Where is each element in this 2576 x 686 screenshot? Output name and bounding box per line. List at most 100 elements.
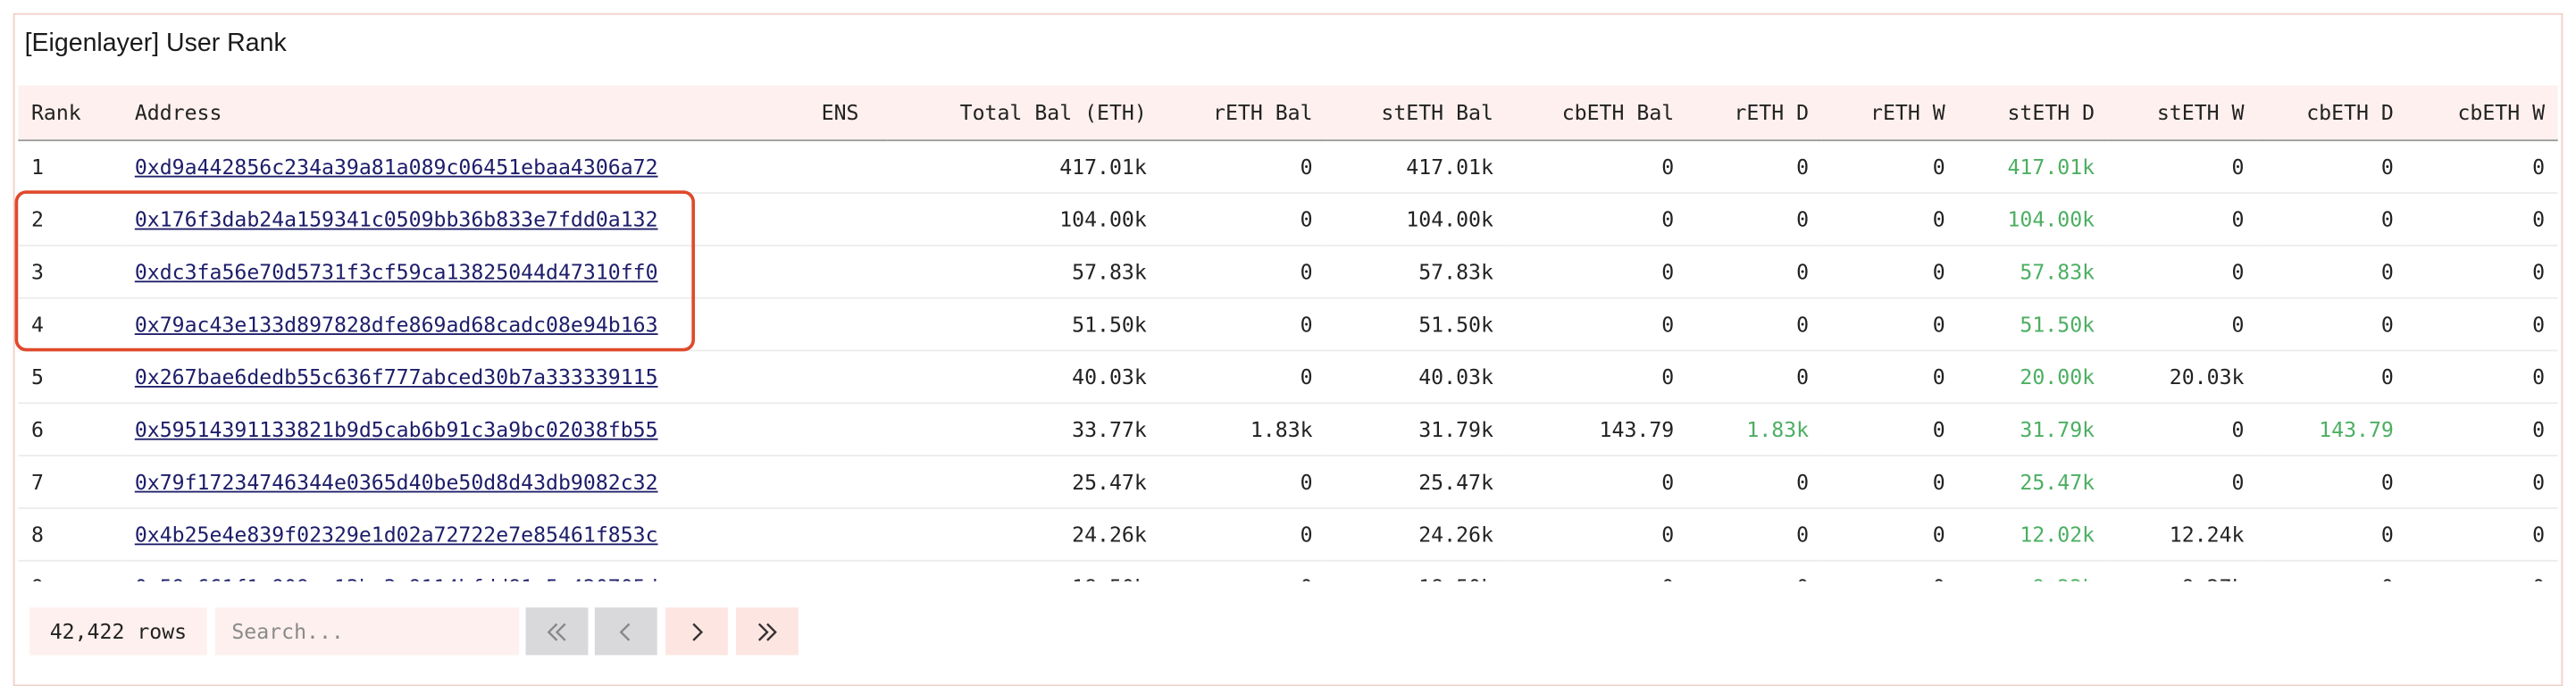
card-title: [Eigenlayer] User Rank bbox=[24, 29, 287, 58]
cell: 18.50k bbox=[887, 560, 1160, 581]
table-row: 8 0x4b25e4e839f02329e1d02a72722e7e85461f8… bbox=[18, 507, 2558, 562]
cell: 104.00k bbox=[1326, 192, 1507, 247]
table-row: 7 0x79f17234746344e0365d40be50d8d43db9082… bbox=[18, 456, 2558, 509]
address-link[interactable]: 0x176f3dab24a159341c0509bb36b833e7fdd0a1… bbox=[134, 206, 658, 232]
column-header: stETH D bbox=[1958, 85, 2108, 142]
column-header: cbETH D bbox=[2257, 85, 2407, 142]
highlight-box bbox=[14, 190, 696, 352]
cell: 7 bbox=[18, 456, 122, 509]
cell: 40.03k bbox=[887, 350, 1160, 405]
cell: 9.23k bbox=[1958, 560, 2108, 581]
next-page-button[interactable] bbox=[665, 607, 728, 656]
table-row: 9 0x59a661f1c909ca13ba3e9114bfdd81e5a4207… bbox=[18, 560, 2558, 581]
cell: 0 bbox=[1686, 192, 1822, 247]
prev-page-button[interactable] bbox=[594, 607, 657, 656]
cell: 0x59514391133821b9d5cab6b91c3a9bc02038fb… bbox=[121, 403, 808, 457]
cell: 0 bbox=[1821, 456, 1959, 509]
cell bbox=[807, 140, 888, 194]
cell bbox=[807, 456, 888, 509]
cell: 0 bbox=[1506, 140, 1687, 194]
table-row: 6 0x59514391133821b9d5cab6b91c3a9bc02038f… bbox=[18, 403, 2558, 457]
cell: 0 bbox=[1821, 350, 1959, 405]
cell: 0 bbox=[2257, 245, 2407, 299]
cell: 104.00k bbox=[1958, 192, 2108, 247]
cell: 0 bbox=[1506, 560, 1687, 581]
cell: 57.83k bbox=[1958, 245, 2108, 299]
address-link[interactable]: 0xdc3fa56e70d5731f3cf59ca13825044d47310f… bbox=[134, 259, 658, 285]
column-header: cbETH Bal bbox=[1506, 85, 1687, 142]
column-header: stETH Bal bbox=[1326, 85, 1507, 142]
cell: 417.01k bbox=[1958, 140, 2108, 194]
cell: 1.83k bbox=[1159, 403, 1326, 457]
cell: 12.02k bbox=[1958, 507, 2108, 562]
table-row: 2 0x176f3dab24a159341c0509bb36b833e7fdd0a… bbox=[18, 192, 2558, 247]
cell: 0 bbox=[1686, 560, 1822, 581]
column-header: rETH Bal bbox=[1159, 85, 1326, 142]
cell: 0 bbox=[1686, 507, 1822, 562]
cell: 1.83k bbox=[1686, 403, 1822, 457]
cell: 0x59a661f1c909ca13ba3e9114bfdd81e5a42070… bbox=[121, 560, 808, 581]
cell: 0 bbox=[2406, 245, 2558, 299]
cell bbox=[807, 245, 888, 299]
cell: 0 bbox=[1821, 140, 1959, 194]
cell: 20.03k bbox=[2107, 350, 2258, 405]
cell: 3 bbox=[18, 245, 122, 299]
cell: 0 bbox=[2107, 245, 2258, 299]
table-viewport: Rank Address ENS Total Bal (ETH) rETH Bal stE… bbox=[18, 85, 2558, 581]
cell: 25.47k bbox=[887, 456, 1160, 509]
cell: 12.24k bbox=[2107, 507, 2258, 562]
cell bbox=[807, 507, 888, 562]
cell: 0 bbox=[1686, 140, 1822, 194]
address-link[interactable]: 0xd9a442856c234a39a81a089c06451ebaa4306a… bbox=[134, 154, 658, 180]
cell: 9.27k bbox=[2107, 560, 2258, 581]
cell: 0 bbox=[2107, 403, 2258, 457]
cell: 0xd9a442856c234a39a81a089c06451ebaa4306a… bbox=[121, 140, 808, 194]
header-row: Rank Address ENS Total Bal (ETH) rETH Bal stE… bbox=[18, 85, 2558, 142]
cell: 0 bbox=[1159, 350, 1326, 405]
cell: 143.79 bbox=[2257, 403, 2407, 457]
cell: 33.77k bbox=[887, 403, 1160, 457]
cell: 0 bbox=[1821, 192, 1959, 247]
cell: 9 bbox=[18, 560, 122, 581]
address-link[interactable]: 0x59514391133821b9d5cab6b91c3a9bc02038fb… bbox=[134, 416, 658, 442]
last-page-button[interactable] bbox=[736, 607, 799, 656]
cell: 0 bbox=[1506, 192, 1687, 247]
table-row: 1 0xd9a442856c234a39a81a089c06451ebaa4306… bbox=[18, 140, 2558, 194]
cell: 417.01k bbox=[1326, 140, 1507, 194]
address-link[interactable]: 0x79ac43e133d897828dfe869ad68cadc08e94b1… bbox=[134, 312, 658, 337]
address-link[interactable]: 0x267bae6dedb55c636f777abced30b7a3333391… bbox=[134, 364, 658, 389]
cell: 0 bbox=[1821, 297, 1959, 352]
cell: 24.26k bbox=[887, 507, 1160, 562]
cell: 0x4b25e4e839f02329e1d02a72722e7e85461f85… bbox=[121, 507, 808, 562]
column-header: rETH W bbox=[1821, 85, 1959, 142]
search-input[interactable]: Search... bbox=[214, 607, 520, 656]
cell: 6 bbox=[18, 403, 122, 457]
cell: 0 bbox=[1506, 507, 1687, 562]
cell: 51.50k bbox=[887, 297, 1160, 352]
cell: 0 bbox=[1821, 560, 1959, 581]
cell: 8 bbox=[18, 507, 122, 562]
cell: 0 bbox=[1686, 456, 1822, 509]
address-link[interactable]: 0x4b25e4e839f02329e1d02a72722e7e85461f85… bbox=[134, 522, 658, 548]
cell: 417.01k bbox=[887, 140, 1160, 194]
cell: 0 bbox=[1506, 350, 1687, 405]
cell: 0x267bae6dedb55c636f777abced30b7a3333391… bbox=[121, 350, 808, 405]
cell: 0 bbox=[2257, 192, 2407, 247]
page: [Eigenlayer] User Rank Rank Address ENS Tot… bbox=[13, 13, 2563, 686]
first-page-button[interactable] bbox=[525, 607, 589, 656]
column-header: Address bbox=[121, 85, 808, 142]
cell: 40.03k bbox=[1326, 350, 1507, 405]
address-link[interactable]: 0x59a661f1c909ca13ba3e9114bfdd81e5a42070… bbox=[135, 574, 658, 581]
cell: 0 bbox=[2107, 192, 2258, 247]
cell: 0 bbox=[2257, 456, 2407, 509]
cell: 0 bbox=[2406, 456, 2558, 509]
address-link[interactable]: 0x79f17234746344e0365d40be50d8d43db9082c… bbox=[134, 469, 658, 495]
cell: 0 bbox=[1686, 297, 1822, 352]
cell: 0 bbox=[2406, 192, 2558, 247]
icon bbox=[547, 622, 566, 640]
cell: 0 bbox=[2257, 350, 2407, 405]
cell: 25.47k bbox=[1326, 456, 1507, 509]
cell: 0 bbox=[2406, 560, 2558, 581]
cell: 51.50k bbox=[1326, 297, 1507, 352]
cell: 0 bbox=[2107, 140, 2258, 194]
